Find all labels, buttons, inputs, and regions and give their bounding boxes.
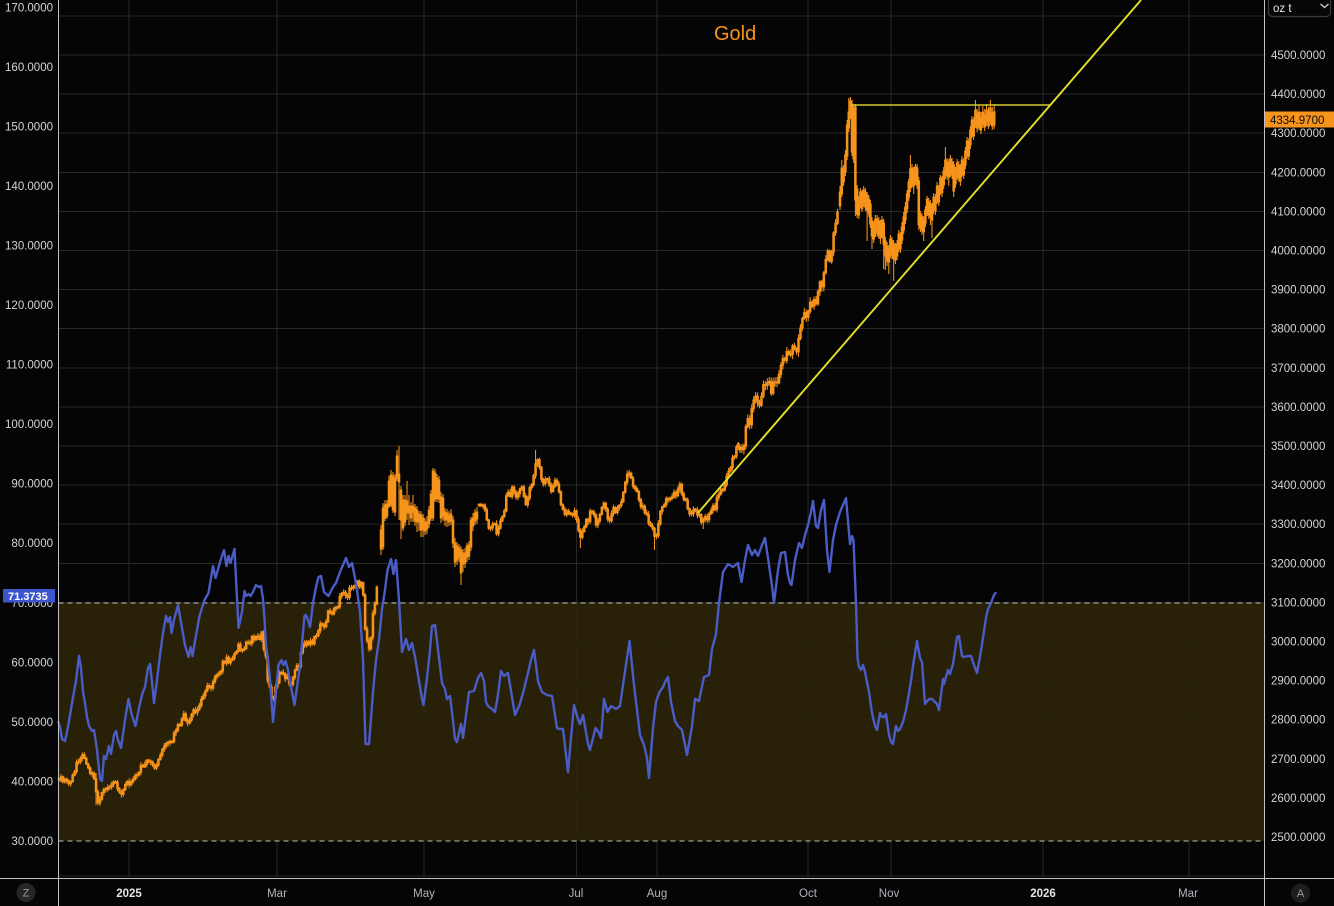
- svg-text:160.0000: 160.0000: [5, 62, 53, 74]
- svg-text:Gold: Gold: [714, 23, 756, 45]
- svg-text:Jul: Jul: [569, 888, 584, 900]
- svg-text:3800.0000: 3800.0000: [1271, 324, 1325, 336]
- svg-text:4300.0000: 4300.0000: [1271, 128, 1325, 140]
- svg-text:71.3735: 71.3735: [8, 591, 48, 603]
- svg-text:60.0000: 60.0000: [11, 657, 53, 669]
- svg-text:3100.0000: 3100.0000: [1271, 597, 1325, 609]
- svg-text:3400.0000: 3400.0000: [1271, 480, 1325, 492]
- svg-text:3900.0000: 3900.0000: [1271, 285, 1325, 297]
- svg-text:4100.0000: 4100.0000: [1271, 206, 1325, 218]
- svg-text:May: May: [413, 888, 435, 900]
- svg-text:4200.0000: 4200.0000: [1271, 167, 1325, 179]
- svg-text:30.0000: 30.0000: [11, 836, 53, 848]
- svg-text:2026: 2026: [1030, 888, 1056, 900]
- svg-text:140.0000: 140.0000: [5, 181, 53, 193]
- svg-text:Oct: Oct: [799, 888, 818, 900]
- svg-text:100.0000: 100.0000: [5, 419, 53, 431]
- svg-text:4400.0000: 4400.0000: [1271, 89, 1325, 101]
- svg-text:oz t: oz t: [1273, 3, 1292, 15]
- svg-text:150.0000: 150.0000: [5, 121, 53, 133]
- svg-text:4334.9700: 4334.9700: [1270, 115, 1324, 127]
- svg-text:3600.0000: 3600.0000: [1271, 402, 1325, 414]
- svg-text:170.0000: 170.0000: [5, 2, 53, 14]
- svg-text:Mar: Mar: [1178, 888, 1198, 900]
- svg-text:50.0000: 50.0000: [11, 717, 53, 729]
- svg-text:2500.0000: 2500.0000: [1271, 832, 1325, 844]
- svg-text:3500.0000: 3500.0000: [1271, 441, 1325, 453]
- svg-text:2700.0000: 2700.0000: [1271, 754, 1325, 766]
- svg-text:3300.0000: 3300.0000: [1271, 519, 1325, 531]
- svg-text:3700.0000: 3700.0000: [1271, 363, 1325, 375]
- svg-text:Aug: Aug: [647, 888, 667, 900]
- svg-text:3000.0000: 3000.0000: [1271, 637, 1325, 649]
- svg-text:Nov: Nov: [879, 888, 900, 900]
- svg-text:130.0000: 130.0000: [5, 241, 53, 253]
- svg-text:3200.0000: 3200.0000: [1271, 558, 1325, 570]
- svg-text:2900.0000: 2900.0000: [1271, 676, 1325, 688]
- svg-text:2600.0000: 2600.0000: [1271, 793, 1325, 805]
- svg-text:110.0000: 110.0000: [6, 360, 53, 372]
- svg-text:Mar: Mar: [267, 888, 287, 900]
- svg-text:4500.0000: 4500.0000: [1271, 50, 1325, 62]
- svg-text:40.0000: 40.0000: [11, 777, 53, 789]
- svg-text:80.0000: 80.0000: [11, 538, 53, 550]
- svg-text:2800.0000: 2800.0000: [1271, 715, 1325, 727]
- svg-text:4000.0000: 4000.0000: [1271, 246, 1325, 258]
- svg-text:Z: Z: [23, 888, 30, 900]
- svg-text:2025: 2025: [116, 888, 142, 900]
- svg-text:90.0000: 90.0000: [11, 479, 53, 491]
- svg-text:A: A: [1297, 888, 1305, 900]
- svg-text:120.0000: 120.0000: [5, 300, 53, 312]
